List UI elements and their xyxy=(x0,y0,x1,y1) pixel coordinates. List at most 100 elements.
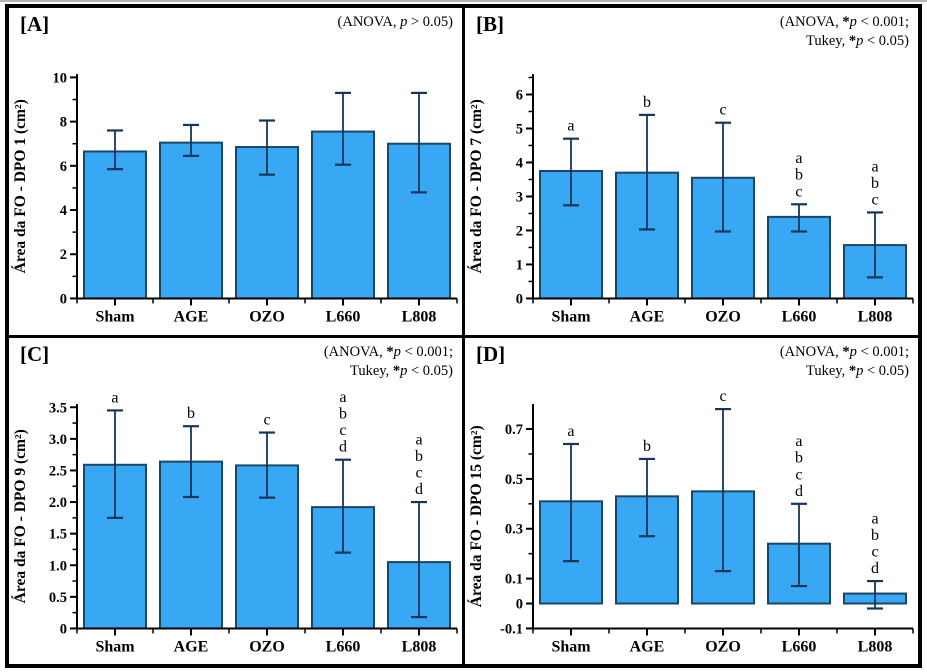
stats-annotation-d: (ANOVA, *p < 0.001; Tukey, *p < 0.05) xyxy=(779,343,909,379)
sig-letter: a xyxy=(795,150,802,167)
y-tick-label: 4 xyxy=(516,155,523,171)
x-category-label: L660 xyxy=(782,308,817,325)
y-tick-label: 1.5 xyxy=(49,526,67,542)
sig-letter: b xyxy=(795,449,803,466)
sig-letter: a xyxy=(415,431,422,448)
x-category-label: OZO xyxy=(705,638,741,655)
sig-letter: c xyxy=(263,411,270,428)
y-tick-label: 0 xyxy=(516,596,523,612)
sig-letter: c xyxy=(795,183,802,200)
panel-grid: 0 2 4 6 8 10 Sham AGE OZO L660 L808 Área da FO - DP… xyxy=(9,8,918,664)
sig-letter: a xyxy=(871,158,878,175)
x-category-label: Sham xyxy=(95,308,135,325)
x-category-label: L808 xyxy=(402,638,437,655)
sig-letter: c xyxy=(719,102,726,119)
y-axis-title: Área da FO - DPO 15 (cm²) xyxy=(468,425,485,607)
x-category-label: L808 xyxy=(402,308,437,325)
y-tick-label: 4 xyxy=(60,203,67,219)
y-axis-title: Área da FO - DPO 9 (cm²) xyxy=(12,429,29,603)
x-category-label: L808 xyxy=(858,308,893,325)
sig-letter: c xyxy=(339,422,346,439)
bar-sham xyxy=(83,150,147,300)
stats-annotation-a: (ANOVA, p > 0.05) xyxy=(337,14,453,30)
x-category-label: Sham xyxy=(95,638,135,655)
sig-letter: a xyxy=(871,510,878,527)
stats-annotation-c: (ANOVA, *p < 0.001; Tukey, *p < 0.05) xyxy=(323,343,453,379)
y-tick-label: 0.5 xyxy=(49,589,67,605)
sig-letter: b xyxy=(871,527,879,544)
y-tick-label: 0.1 xyxy=(505,571,523,587)
x-category-label: Sham xyxy=(551,308,591,325)
sig-letter: b xyxy=(643,94,651,111)
window-edge xyxy=(0,0,927,2)
y-tick-label: 1.0 xyxy=(49,558,67,574)
sig-letter: c xyxy=(719,388,726,405)
x-category-label: AGE xyxy=(630,308,665,325)
sig-letter: d xyxy=(339,438,347,455)
sig-letter: c xyxy=(871,191,878,208)
y-tick-label: 0 xyxy=(60,621,67,637)
x-category-label: L808 xyxy=(858,638,893,655)
x-category-label: AGE xyxy=(174,308,209,325)
sig-letter: b xyxy=(187,405,195,422)
sig-letter: b xyxy=(339,405,347,422)
bar-age xyxy=(159,141,223,300)
y-axis-title: Área da FO - DPO 1 (cm²) xyxy=(12,99,29,273)
y-tick-label: 3.0 xyxy=(49,431,67,447)
panel-c-label: [C] xyxy=(20,341,50,366)
y-tick-label: 2.0 xyxy=(49,495,67,511)
y-tick-label: -0.1 xyxy=(500,621,523,637)
y-tick-label: 2.5 xyxy=(49,463,67,479)
sig-letter: d xyxy=(871,560,879,577)
y-tick-label: 3 xyxy=(516,189,523,205)
y-tick-label: 3.5 xyxy=(49,400,67,416)
sig-letter: c xyxy=(795,466,802,483)
panel-a: 0 2 4 6 8 10 Sham AGE OZO L660 L808 Área da FO - DP… xyxy=(9,8,462,335)
panel-b: a b c a b c a b c 0 1 2 3 4 5 6 Sham AGE OZO L660 L808 Área d… xyxy=(465,8,918,335)
sig-letter: b xyxy=(795,167,803,184)
sig-letter: a xyxy=(795,433,802,450)
sig-letter: c xyxy=(415,464,422,481)
y-tick-label: 0 xyxy=(516,291,523,307)
sig-letter: a xyxy=(111,389,118,406)
y-tick-label: 10 xyxy=(53,70,67,86)
y-tick-label: 6 xyxy=(516,87,523,103)
y-tick-label: 6 xyxy=(60,159,67,175)
x-category-label: OZO xyxy=(705,308,741,325)
y-tick-label: 0.7 xyxy=(505,422,523,438)
y-tick-label: 1 xyxy=(516,257,523,273)
x-category-label: OZO xyxy=(249,308,285,325)
panel-c: a b c a b c d a b c d 0 0.5 1.0 1.5 2.0 2.5 3.0 3.5 Sham AGE… xyxy=(9,337,462,664)
stats-annotation-b: (ANOVA, *p < 0.001; Tukey, *p < 0.05) xyxy=(779,14,909,50)
x-category-label: Sham xyxy=(551,638,591,655)
sig-letter: a xyxy=(567,422,574,439)
y-tick-label: 2 xyxy=(60,247,67,263)
x-category-label: OZO xyxy=(249,638,285,655)
x-category-label: AGE xyxy=(174,638,209,655)
figure-frame: 0 2 4 6 8 10 Sham AGE OZO L660 L808 Área da FO - DP… xyxy=(5,4,922,668)
y-tick-label: 0 xyxy=(60,291,67,307)
x-category-label: AGE xyxy=(630,638,665,655)
x-category-label: L660 xyxy=(326,638,361,655)
x-category-label: L660 xyxy=(326,308,361,325)
panel-d: a b c a b c d a b c d -0.1 0 0.1 0.3 0.5 0.7 Sham AGE OZO L6… xyxy=(465,337,918,664)
y-tick-label: 2 xyxy=(516,223,523,239)
panel-a-label: [A] xyxy=(20,12,50,36)
y-axis-title: Área da FO - DPO 7 (cm²) xyxy=(468,99,485,273)
sig-letter: a xyxy=(339,389,346,406)
panel-b-label: [B] xyxy=(476,12,504,36)
sig-letter: a xyxy=(567,118,574,135)
sig-letter: b xyxy=(871,175,879,192)
sig-letter: c xyxy=(871,543,878,560)
sig-letter: d xyxy=(415,481,423,498)
bar-chart-dpo1: 0 2 4 6 8 10 Sham AGE OZO L660 L808 Área da FO - DP… xyxy=(12,70,458,325)
y-tick-label: 0.3 xyxy=(505,521,523,537)
y-tick-label: 8 xyxy=(60,115,67,131)
sig-letter: b xyxy=(643,437,651,454)
panel-d-label: [D] xyxy=(476,341,506,366)
sig-letter: d xyxy=(795,482,803,499)
